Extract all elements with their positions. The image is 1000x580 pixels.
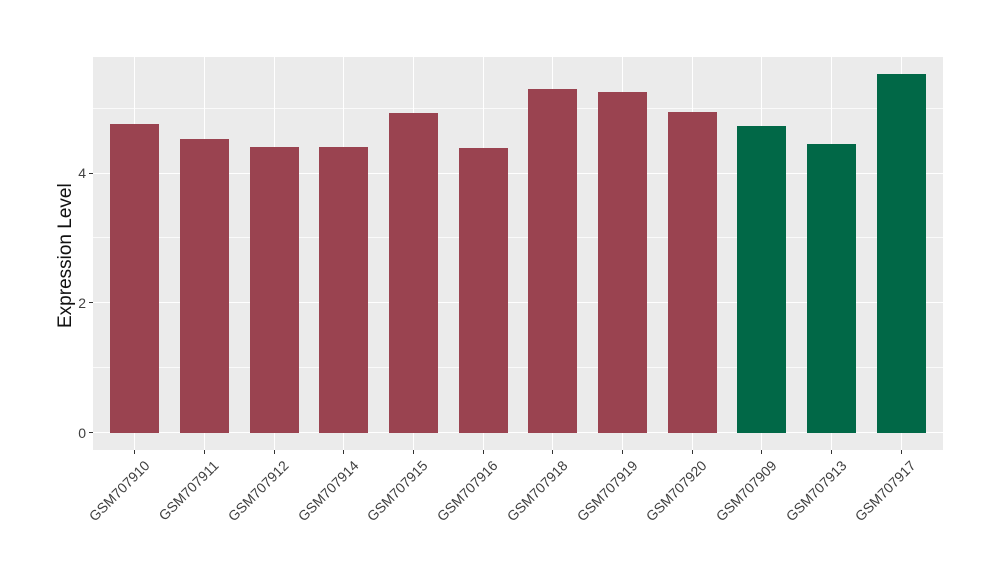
y-tick-mark-2: [89, 302, 93, 304]
y-tick-mark-4: [89, 172, 93, 174]
x-tick-label-GSM707919: GSM707919: [573, 457, 641, 525]
plot-panel: [93, 57, 943, 450]
bar-GSM707910: [110, 123, 160, 433]
x-tick-label-GSM707916: GSM707916: [433, 457, 501, 525]
x-tick-mark-GSM707920: [691, 450, 693, 454]
bar-GSM707912: [249, 147, 299, 433]
x-tick-label-GSM707915: GSM707915: [364, 457, 432, 525]
x-tick-label-GSM707912: GSM707912: [224, 457, 292, 525]
y-tick-label-0: 0: [78, 424, 86, 441]
y-tick-mark-0: [89, 432, 93, 434]
x-tick-label-GSM707913: GSM707913: [782, 457, 850, 525]
x-tick-mark-GSM707915: [412, 450, 414, 454]
x-tick-label-GSM707911: GSM707911: [155, 457, 223, 524]
bar-GSM707916: [458, 148, 508, 433]
bar-GSM707915: [389, 113, 438, 433]
x-tick-mark-GSM707910: [134, 450, 136, 454]
x-tick-mark-GSM707909: [761, 450, 763, 454]
bar-GSM707919: [598, 91, 647, 433]
x-tick-mark-GSM707917: [900, 450, 902, 454]
bar-GSM707913: [807, 143, 856, 433]
bar-GSM707920: [667, 111, 717, 433]
x-tick-label-GSM707914: GSM707914: [294, 457, 362, 525]
x-tick-mark-GSM707918: [552, 450, 554, 454]
y-tick-label-2: 2: [78, 294, 86, 311]
x-tick-mark-GSM707912: [273, 450, 275, 454]
x-tick-mark-GSM707911: [203, 450, 205, 454]
x-tick-mark-GSM707916: [482, 450, 484, 454]
gridline-major-y4: [93, 172, 943, 174]
x-tick-label-GSM707920: GSM707920: [642, 457, 710, 525]
gridline-major-y2: [93, 302, 943, 304]
x-tick-label-GSM707917: GSM707917: [851, 457, 919, 525]
x-tick-label-GSM707909: GSM707909: [712, 457, 780, 525]
gridline-minor-y1: [93, 367, 943, 369]
y-tick-label-4: 4: [78, 165, 86, 181]
bar-GSM707914: [319, 147, 369, 433]
bar-GSM707917: [876, 74, 926, 433]
x-tick-label-GSM707910: GSM707910: [85, 457, 153, 525]
x-tick-label-GSM707918: GSM707918: [503, 457, 571, 525]
gridline-major-y0: [93, 432, 943, 434]
x-tick-mark-GSM707913: [831, 450, 833, 454]
bar-GSM707918: [528, 89, 578, 433]
x-tick-mark-GSM707919: [622, 450, 623, 454]
gridline-minor-y5: [93, 107, 943, 109]
bar-GSM707909: [737, 126, 787, 433]
gridline-minor-y3: [93, 237, 943, 239]
bar-GSM707911: [180, 138, 229, 433]
x-tick-mark-GSM707914: [343, 450, 345, 454]
